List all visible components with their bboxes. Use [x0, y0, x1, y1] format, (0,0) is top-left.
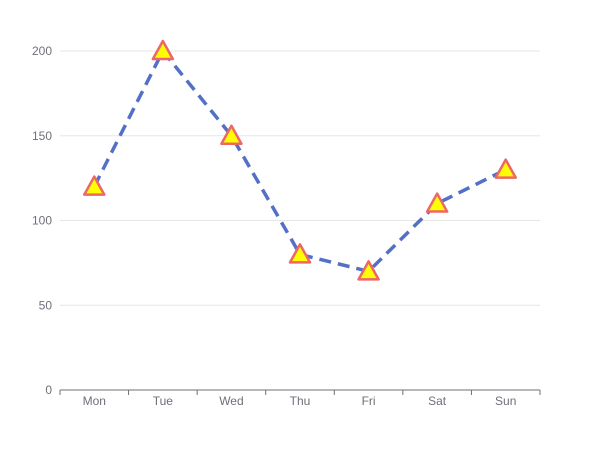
marker-layer	[83, 39, 517, 281]
x-tick-label: Fri	[362, 394, 376, 408]
series-line	[92, 49, 507, 274]
y-tick-label: 200	[32, 44, 52, 58]
axis-layer: 0 50 100 150 200 Mon Tue Wed Thu Fri Sat Sun	[32, 44, 541, 408]
data-point-marker[interactable]	[220, 124, 243, 145]
x-tick-label: Thu	[290, 394, 311, 408]
x-tick-label: Mon	[83, 394, 106, 408]
data-point-marker[interactable]	[83, 175, 106, 196]
x-tick-label: Tue	[153, 394, 174, 408]
x-tick-label: Sun	[495, 394, 516, 408]
series-layer	[92, 49, 507, 274]
y-tick-label: 50	[39, 298, 53, 312]
data-point-marker[interactable]	[494, 158, 517, 179]
x-tick-label: Sat	[428, 394, 447, 408]
data-point-marker[interactable]	[425, 192, 449, 213]
data-point-marker[interactable]	[357, 260, 380, 281]
x-tick-label: Wed	[219, 394, 243, 408]
y-tick-label: 0	[45, 383, 52, 397]
data-point-marker[interactable]	[151, 39, 175, 61]
y-tick-label: 100	[32, 214, 52, 228]
data-point-marker[interactable]	[288, 243, 312, 264]
grid-layer	[60, 50, 540, 306]
y-tick-label: 150	[32, 129, 52, 143]
